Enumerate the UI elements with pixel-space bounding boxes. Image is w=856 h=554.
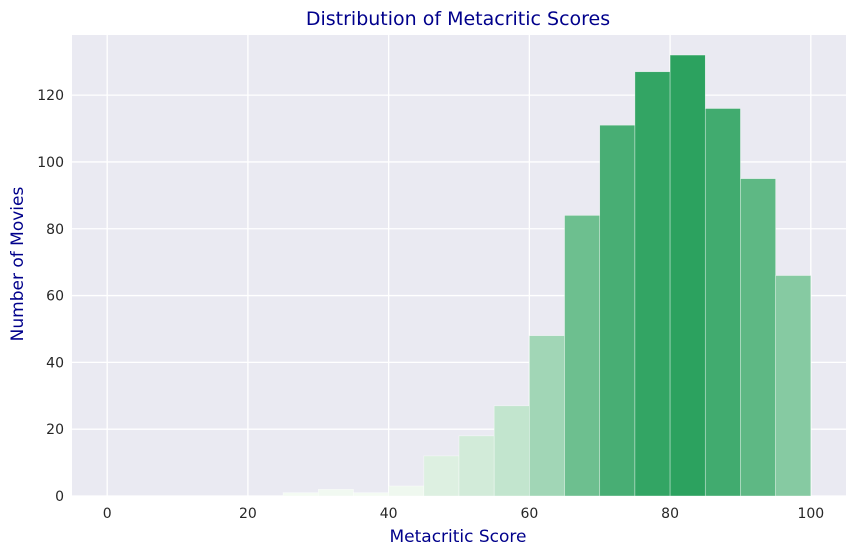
x-tick-label: 20 <box>239 506 257 522</box>
y-tick-label: 20 <box>46 422 64 438</box>
histogram-bar <box>458 435 495 497</box>
histogram-bar <box>564 215 601 497</box>
x-tick-label: 60 <box>520 506 538 522</box>
chart-title: Distribution of Metacritic Scores <box>306 8 610 30</box>
y-tick-label: 40 <box>46 355 64 371</box>
x-tick-label: 100 <box>797 506 824 522</box>
histogram-bars <box>282 54 812 497</box>
histogram-bar <box>740 178 776 497</box>
histogram-bar <box>423 455 460 497</box>
y-tick-label: 100 <box>37 155 64 171</box>
histogram-bar <box>529 335 565 497</box>
histogram-bar <box>599 124 636 497</box>
y-axis-label: Number of Movies <box>8 187 28 342</box>
histogram-bar <box>388 485 425 497</box>
x-axis-ticks: 0 20 40 60 80 100 <box>103 506 824 522</box>
y-tick-label: 0 <box>55 489 64 505</box>
histogram-bar <box>493 405 530 497</box>
x-tick-label: 0 <box>103 506 112 522</box>
histogram-bar <box>704 108 741 497</box>
histogram-bar <box>282 492 319 497</box>
x-tick-label: 40 <box>380 506 398 522</box>
y-axis-ticks: 0 20 40 60 80 100 120 <box>37 88 64 505</box>
y-tick-label: 80 <box>46 222 64 238</box>
histogram-bar <box>353 492 389 497</box>
x-axis-label: Metacritic Score <box>389 527 526 547</box>
y-tick-label: 120 <box>37 88 64 104</box>
y-tick-label: 60 <box>46 289 64 305</box>
histogram-bar <box>669 54 706 497</box>
x-tick-label: 80 <box>661 506 679 522</box>
histogram-bar <box>317 489 354 497</box>
histogram-bar <box>634 71 671 497</box>
histogram-bar <box>775 275 812 497</box>
